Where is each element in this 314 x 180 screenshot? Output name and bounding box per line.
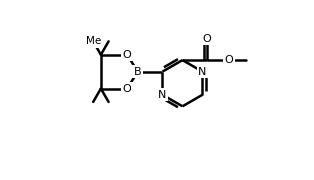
Text: O: O (123, 50, 132, 60)
Text: N: N (198, 67, 207, 77)
Text: O: O (203, 33, 212, 44)
Text: N: N (158, 90, 167, 100)
Text: O: O (123, 84, 132, 94)
Text: O: O (224, 55, 233, 65)
Text: Me: Me (85, 36, 101, 46)
Text: B: B (134, 67, 142, 77)
